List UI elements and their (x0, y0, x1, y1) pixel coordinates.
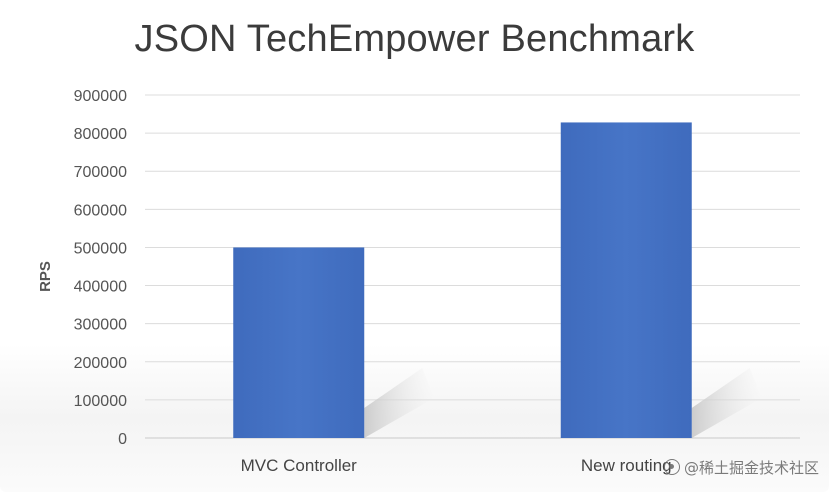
bar-shadow (691, 368, 762, 438)
bar (233, 247, 365, 438)
x-category-label: MVC Controller (241, 456, 358, 475)
y-tick-label: 0 (118, 431, 127, 448)
y-tick-labels: 0 100000 200000 300000 400000 500000 600000 700… (74, 88, 127, 448)
y-axis-title: RPS (37, 261, 54, 292)
chart-title: JSON TechEmpower Benchmark (134, 18, 695, 60)
bar-shadow (364, 368, 435, 438)
watermark-text: @稀土掘金技术社区 (683, 459, 819, 477)
x-category-label: New routing (581, 456, 672, 475)
bar (560, 122, 692, 438)
y-tick-label: 600000 (74, 202, 127, 219)
y-tick-label: 700000 (74, 164, 127, 181)
x-category-labels: MVC Controller New routing (241, 456, 672, 475)
watermark: @稀土掘金技术社区 (663, 457, 819, 478)
bar-shadows (364, 368, 762, 438)
y-tick-label: 500000 (74, 240, 127, 257)
y-tick-label: 800000 (74, 126, 127, 143)
y-tick-label: 900000 (74, 88, 127, 105)
y-tick-label: 100000 (74, 393, 127, 410)
bars (233, 122, 692, 438)
y-tick-label: 400000 (74, 279, 127, 296)
watermark-logo-icon (663, 459, 680, 475)
y-tick-label: 200000 (74, 355, 127, 372)
y-tick-label: 300000 (74, 317, 127, 334)
